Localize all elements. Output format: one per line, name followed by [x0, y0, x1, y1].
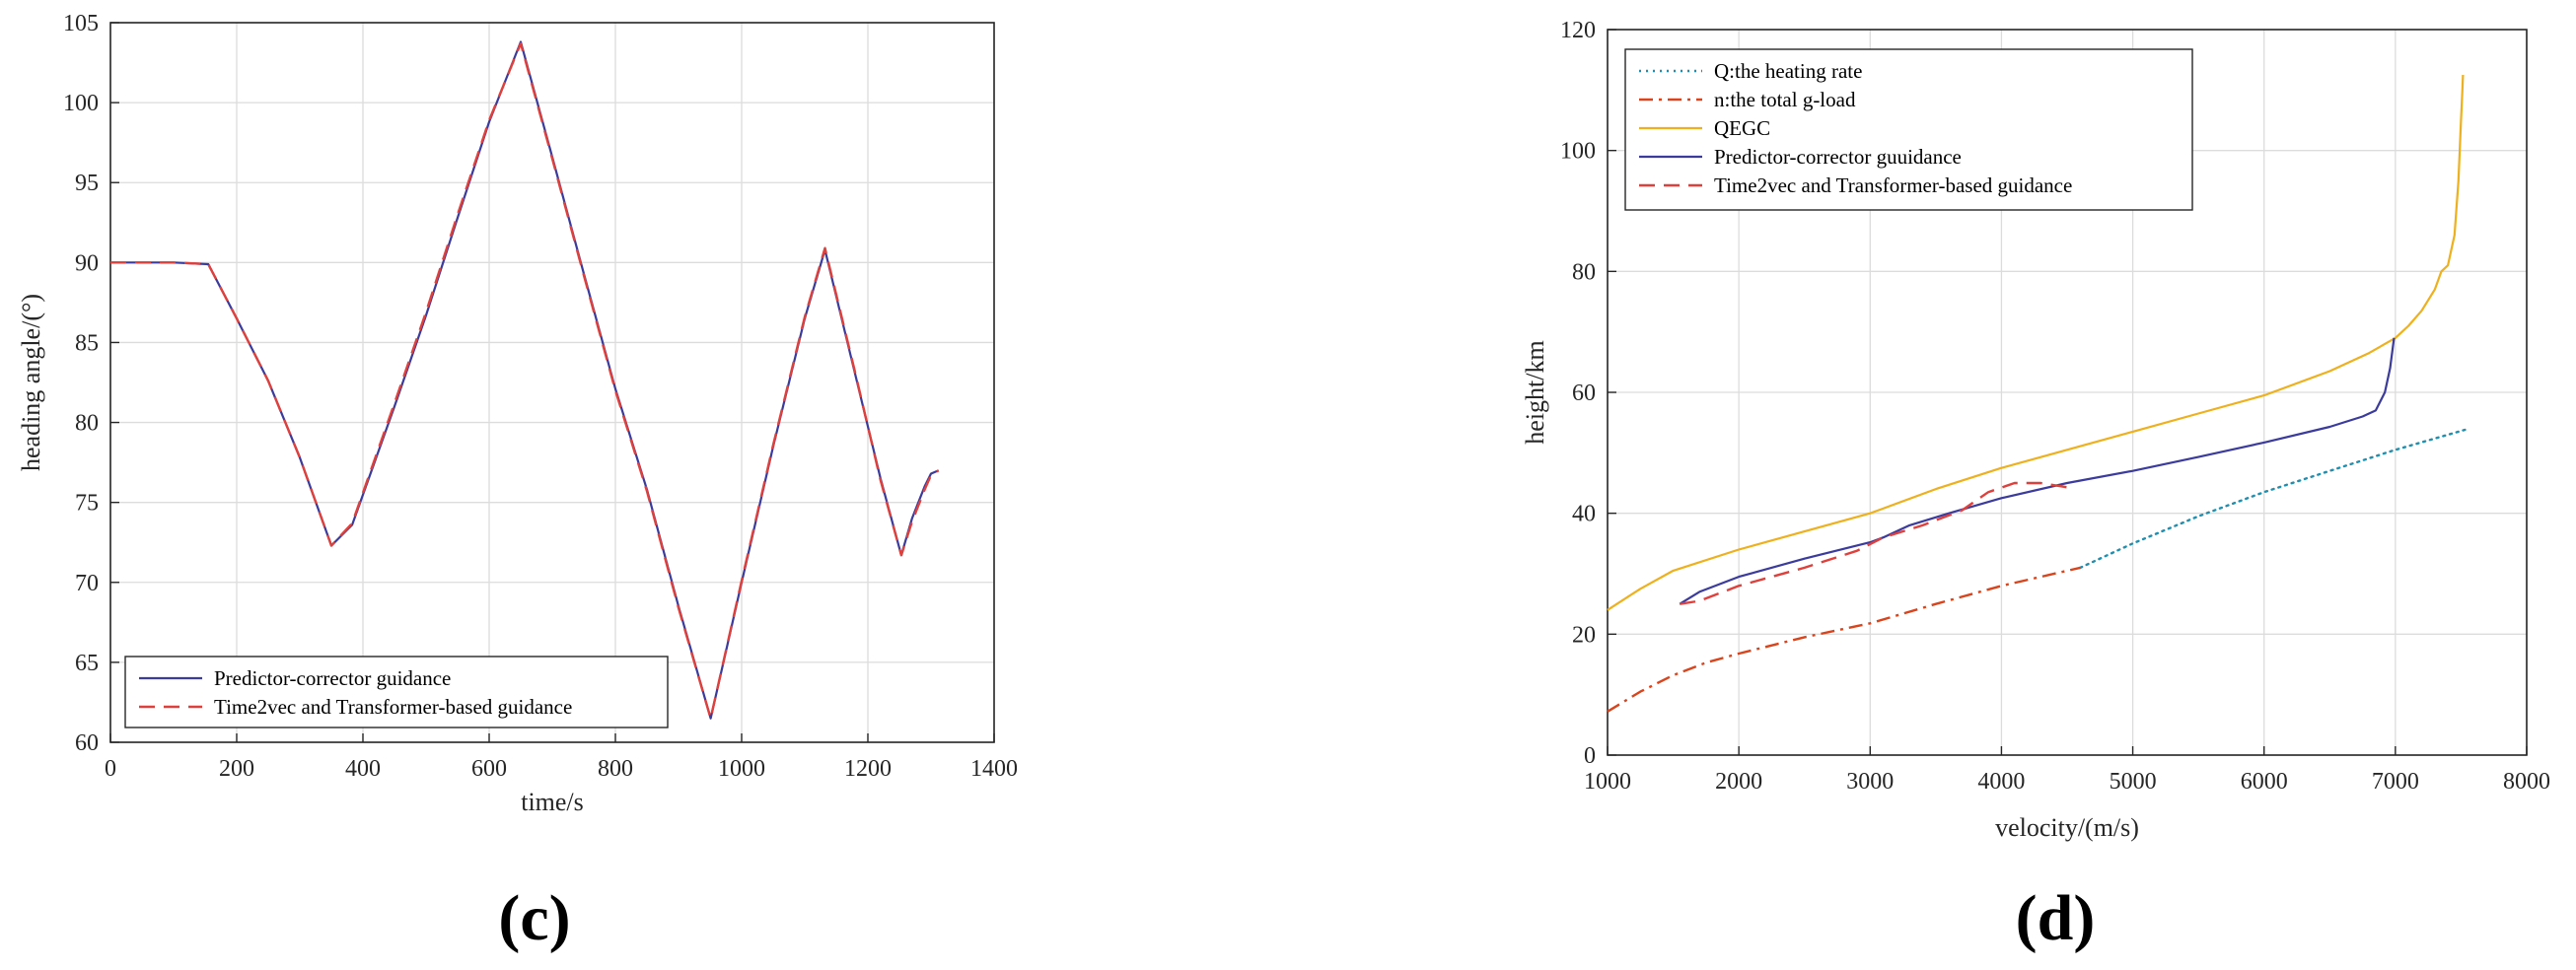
panel-d-y-tick-label: 0	[1584, 743, 1596, 769]
panel-d-x-axis-label: velocity/(m/s)	[1995, 813, 2139, 842]
panel-d-x-tick-label: 2000	[1715, 769, 1762, 795]
panel-d-legend: Q:the heating rate n:the total g-load QEGC…	[1624, 48, 2193, 211]
panel-c-x-axis-label: time/s	[521, 788, 584, 816]
panel-c-x-tick-label: 0	[105, 756, 116, 782]
panel-d-y-tick-label: 20	[1572, 622, 1596, 648]
panel-d-y-tick-label: 80	[1572, 259, 1596, 285]
panel-d-x-tick-label: 3000	[1846, 769, 1894, 795]
panel-c-x-tick-label: 1400	[970, 756, 1018, 782]
panel-c-x-tick-label: 600	[471, 756, 507, 782]
panel-d-series-line-4	[1679, 337, 2396, 605]
panel-d-y-tick-label: 40	[1572, 502, 1596, 527]
panel-c-y-tick-label: 70	[75, 571, 99, 596]
panel-d-legend-label: n:the total g-load	[1714, 88, 1856, 111]
panel-d-legend-label: QEGC	[1714, 116, 1770, 140]
panel-c-y-tick-label: 75	[75, 491, 99, 517]
panel-d-x-tick-label: 8000	[2503, 769, 2550, 795]
panel-c-x-tick-label: 400	[345, 756, 381, 782]
panel-d-legend-label: Q:the heating rate	[1714, 59, 1862, 83]
panel-c-y-tick-label: 65	[75, 651, 99, 676]
panel-c-series-line-1	[110, 40, 940, 720]
panel-d-legend-label: Predictor-corrector guuidance	[1714, 145, 1962, 169]
panel-c-caption: (c)	[498, 882, 570, 954]
panel-c-y-tick-label: 105	[63, 11, 99, 36]
panel-d-legend-label: Time2vec and Transformer-based guidance	[1714, 173, 2072, 197]
panel-c-series-line-2	[110, 41, 940, 720]
panel-d-series-line-1	[2079, 428, 2467, 570]
panel-d-y-tick-label: 120	[1560, 18, 1596, 43]
panel-d-x-tick-label: 7000	[2372, 769, 2419, 795]
panel-c-x-tick-label: 800	[598, 756, 633, 782]
panel-d-height-velocity-chart: 1000 2000 3000 4000 5000 6000 7000 8000 0 20 40 60…	[1521, 18, 2550, 954]
panel-c-x-tick-label: 200	[219, 756, 254, 782]
panel-c-heading-angle-chart: 0 200 400 600 800 1000 1200 1400 60 65 70 75 80 85 90…	[17, 11, 1018, 954]
panel-d-series-line-5	[1680, 481, 2068, 605]
panel-c-x-tick-label: 1200	[844, 756, 892, 782]
panel-d-y-tick-label: 100	[1560, 139, 1596, 165]
panel-c-y-tick-label: 90	[75, 250, 99, 276]
panel-c-plot-frame	[109, 22, 995, 743]
panel-d-series-line-3	[1607, 74, 2465, 611]
panel-c-y-axis-label: heading angle/(°)	[17, 294, 45, 471]
panel-d-series-line-2	[1607, 566, 2081, 713]
panel-c-y-tick-label: 100	[63, 91, 99, 116]
panel-c-y-tick-label: 80	[75, 411, 99, 437]
panel-d-x-tick-label: 1000	[1584, 769, 1631, 795]
panel-d-y-axis-label: height/km	[1521, 340, 1549, 444]
panel-c-y-tick-label: 95	[75, 171, 99, 196]
panel-c-x-tick-label: 1000	[718, 756, 765, 782]
panel-d-x-tick-label: 6000	[2241, 769, 2288, 795]
panel-c-legend-label: Time2vec and Transformer-based guidance	[214, 695, 572, 719]
panel-c-y-tick-label: 60	[75, 730, 99, 756]
panel-c-legend: Predictor-corrector guidance Time2vec and…	[124, 656, 669, 728]
panel-d-legend-box	[1624, 48, 2193, 211]
panel-c-legend-label: Predictor-corrector guidance	[214, 666, 451, 690]
panel-c-y-tick-label: 85	[75, 330, 99, 356]
panel-d-x-tick-label: 4000	[1977, 769, 2025, 795]
panel-c-legend-box	[124, 656, 669, 728]
panel-d-x-tick-label: 5000	[2110, 769, 2157, 795]
panel-d-caption: (d)	[2016, 882, 2096, 954]
panel-d-y-tick-label: 60	[1572, 381, 1596, 406]
